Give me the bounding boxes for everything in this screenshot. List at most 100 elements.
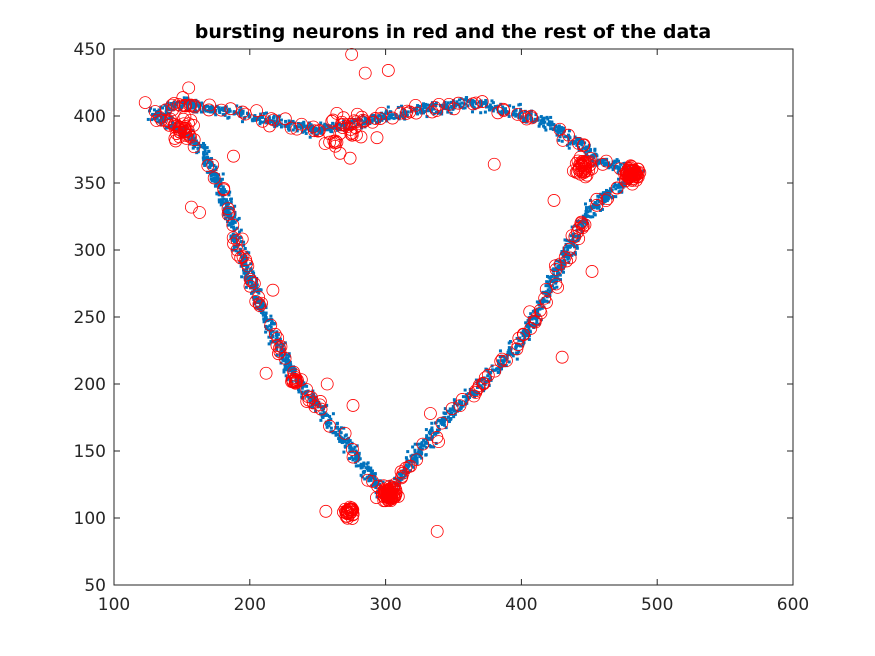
data-point — [209, 174, 213, 178]
data-point — [241, 111, 245, 115]
data-point — [320, 128, 324, 132]
data-point — [423, 110, 427, 114]
data-point — [326, 127, 330, 131]
data-point — [430, 421, 434, 425]
data-point — [231, 232, 235, 236]
burst-point — [231, 248, 245, 262]
data-point — [455, 103, 459, 107]
burst-point — [176, 112, 190, 126]
data-point — [252, 297, 256, 301]
x-tick-label: 500 — [641, 595, 673, 615]
data-point — [219, 183, 223, 187]
data-point — [566, 248, 570, 252]
data-point — [264, 330, 268, 334]
data-point — [181, 103, 185, 107]
data-point — [205, 104, 209, 108]
data-point — [605, 199, 609, 203]
x-tick-label: 300 — [369, 595, 401, 615]
data-point — [220, 177, 224, 181]
data-point — [607, 189, 611, 193]
data-point — [301, 384, 305, 388]
data-point — [310, 394, 314, 398]
data-point — [300, 392, 304, 396]
data-point — [484, 105, 488, 109]
data-point — [155, 120, 159, 124]
data-point — [460, 101, 464, 105]
data-point — [496, 370, 500, 374]
burst-point — [346, 399, 360, 412]
data-point — [325, 403, 329, 407]
data-point — [213, 180, 217, 184]
data-point — [554, 125, 558, 129]
data-point — [195, 151, 199, 155]
data-point — [465, 393, 469, 397]
data-point — [269, 119, 273, 123]
data-point — [522, 338, 526, 342]
data-point — [350, 455, 354, 459]
data-point — [432, 445, 436, 449]
data-point — [267, 115, 271, 119]
data-point — [557, 127, 561, 131]
data-point — [467, 99, 471, 103]
data-point — [470, 99, 474, 103]
data-point — [434, 104, 438, 108]
data-point — [302, 125, 306, 129]
data-point — [416, 104, 420, 108]
data-point — [514, 112, 518, 116]
data-point — [500, 359, 504, 363]
burst-point — [264, 112, 278, 125]
data-point — [557, 138, 561, 142]
data-point — [563, 263, 567, 267]
burst-point — [270, 339, 284, 352]
burst-point — [574, 215, 588, 229]
data-point — [619, 162, 623, 166]
data-point — [199, 103, 203, 107]
data-point — [575, 234, 579, 238]
data-point — [232, 240, 236, 244]
data-point — [540, 301, 544, 305]
data-point — [199, 110, 203, 114]
data-point — [376, 116, 380, 120]
data-point — [231, 237, 235, 241]
data-point — [238, 252, 242, 256]
data-point — [279, 122, 283, 126]
data-point — [207, 160, 211, 164]
data-point — [444, 107, 448, 111]
data-point — [365, 476, 369, 480]
data-point — [291, 372, 295, 376]
data-point — [381, 480, 385, 484]
data-point — [529, 115, 533, 119]
data-point — [192, 101, 196, 105]
data-point — [591, 153, 595, 157]
data-point — [501, 105, 505, 109]
y-tick-label: 350 — [74, 174, 106, 194]
data-point — [277, 343, 281, 347]
burst-point — [287, 368, 301, 382]
data-point — [410, 463, 414, 467]
data-point — [242, 271, 246, 275]
burst-point — [203, 98, 216, 112]
data-point — [261, 304, 265, 308]
data-point — [420, 451, 424, 455]
data-point — [573, 224, 577, 228]
data-point — [563, 135, 567, 139]
data-point — [362, 461, 366, 465]
data-point — [415, 106, 419, 110]
data-point — [542, 119, 546, 123]
data-point — [565, 250, 569, 254]
burst-point — [162, 118, 176, 132]
data-point — [535, 300, 539, 304]
data-point — [372, 482, 376, 486]
data-point — [311, 406, 315, 410]
burst-point — [467, 389, 481, 403]
data-point — [317, 130, 321, 134]
data-point — [561, 262, 565, 266]
y-tick-label: 300 — [74, 241, 106, 261]
data-point — [479, 101, 483, 105]
data-point — [599, 160, 603, 164]
data-point — [443, 407, 447, 411]
data-point — [235, 226, 239, 230]
data-point — [517, 116, 521, 120]
data-point — [275, 343, 279, 347]
data-point — [352, 447, 356, 451]
